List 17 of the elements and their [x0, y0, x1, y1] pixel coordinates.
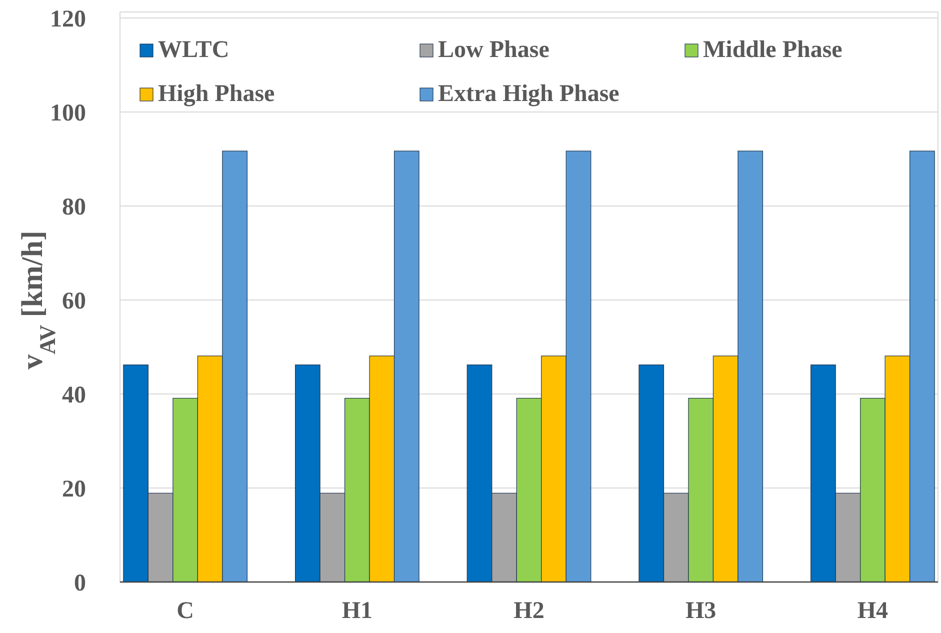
x-tick-label: H3 [686, 598, 716, 624]
y-tick-label: 40 [62, 382, 86, 408]
y-tick-label: 80 [62, 194, 86, 220]
x-tick-label: C [176, 598, 194, 624]
y-tick-label: 0 [74, 570, 86, 596]
legend-label: Low Phase [438, 37, 550, 63]
legend-label: WLTC [158, 37, 230, 63]
y-tick-label: 100 [50, 100, 86, 126]
legend-label: High Phase [158, 81, 276, 107]
x-tick-label: H4 [857, 598, 888, 624]
y-tick-label: 120 [50, 6, 86, 32]
y-tick-label: 60 [62, 288, 86, 314]
legend-label: Extra High Phase [438, 81, 620, 107]
x-tick-label: H2 [514, 598, 544, 624]
x-tick-label: H1 [342, 598, 372, 624]
y-tick-label: 20 [62, 476, 86, 502]
legend-label: Middle Phase [703, 37, 843, 63]
